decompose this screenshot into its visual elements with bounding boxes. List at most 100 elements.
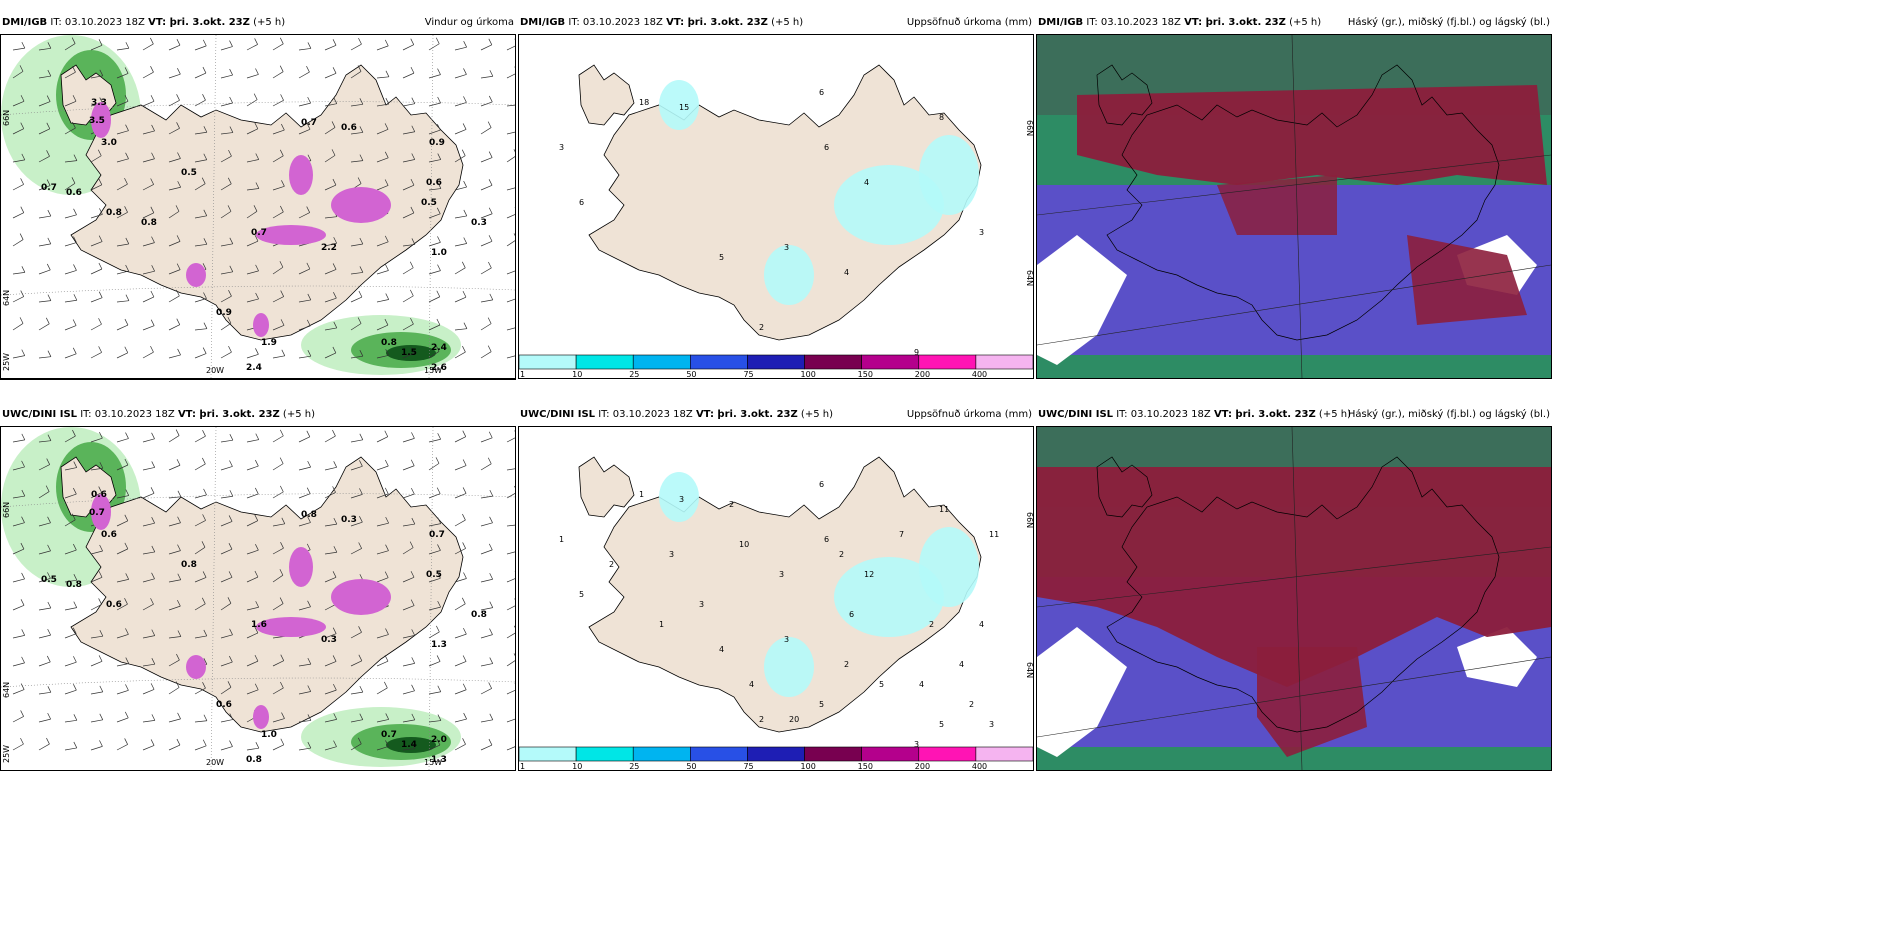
- wind-barb-flag: [97, 149, 102, 156]
- wind-barb: [64, 183, 76, 191]
- wind-barb: [324, 127, 336, 135]
- wind-barb: [350, 465, 363, 471]
- wind-barb: [480, 688, 492, 695]
- precip-value-label: 0.5: [181, 168, 197, 178]
- wind-barb-flag: [20, 178, 24, 185]
- wind-barb-flag: [47, 686, 52, 693]
- precip-value-label: 0.8: [66, 580, 82, 590]
- wind-barb: [246, 439, 259, 443]
- wind-barb: [272, 325, 285, 331]
- precip-value-label: 1.4: [401, 740, 417, 750]
- precip-value-label: 4: [844, 268, 849, 277]
- lead-label: (+5 h): [1289, 17, 1322, 28]
- wind-barb: [454, 548, 466, 555]
- wind-barb: [220, 634, 233, 639]
- valid-label: VT: þri. 3.okt. 23Z: [1213, 409, 1316, 420]
- wind-barb-flag: [72, 627, 77, 634]
- wind-barb: [428, 188, 441, 191]
- wind-barb: [12, 635, 25, 639]
- precip-value-label: 1: [659, 620, 664, 629]
- wind-barb-flag: [410, 66, 415, 74]
- wind-barb-flag: [203, 629, 208, 637]
- wind-barb-flag: [176, 263, 181, 270]
- wind-barb: [116, 495, 129, 499]
- wind-barb: [12, 296, 24, 303]
- wind-barb-flag: [125, 573, 130, 580]
- wind-barb-flag: [384, 123, 389, 130]
- wind-barb: [246, 298, 259, 303]
- wind-barb-flag: [177, 544, 181, 551]
- wind-barb-flag: [254, 514, 259, 521]
- wind-barb: [402, 635, 415, 639]
- wind-barb: [38, 185, 51, 191]
- wind-barb-flag: [488, 543, 493, 551]
- wind-barb: [272, 129, 285, 135]
- wind-barb-flag: [21, 460, 25, 468]
- wind-barb-flag: [20, 710, 24, 717]
- wind-barb-flag: [255, 348, 259, 355]
- wind-barb: [480, 127, 492, 135]
- wind-barb-flag: [307, 685, 312, 692]
- wind-barb-flag: [254, 626, 259, 634]
- precip-value-label: 6: [824, 535, 829, 544]
- wind-barb-flag: [357, 737, 362, 744]
- wind-barb: [506, 298, 515, 303]
- colorbar-segment: [575, 746, 634, 762]
- wind-barb-flag: [487, 317, 492, 324]
- wind-barb: [194, 520, 206, 527]
- precip-value-label: 2: [839, 550, 844, 559]
- wind-barb: [12, 716, 24, 723]
- wind-barb: [402, 212, 415, 219]
- wind-barb-flag: [20, 737, 24, 745]
- wind-barb-flag: [124, 514, 129, 521]
- wind-barb-flag: [307, 516, 311, 523]
- wind-barb: [168, 354, 181, 359]
- wind-barb-flag: [410, 346, 415, 354]
- wind-barb: [480, 578, 493, 583]
- wind-barb-flag: [410, 178, 415, 186]
- wind-barb-flag: [385, 516, 389, 524]
- wind-barb-flag: [332, 67, 337, 74]
- wind-barb-flag: [151, 658, 156, 665]
- wind-barb-flag: [151, 236, 155, 243]
- wind-barb: [454, 328, 467, 331]
- wind-barb-flag: [411, 684, 415, 691]
- precip-value-label: 4: [919, 680, 924, 689]
- precip-value-label: 1.6: [251, 620, 267, 630]
- precip-value-label: 0.5: [426, 570, 442, 580]
- wind-barb-flag: [21, 489, 26, 497]
- wind-barb: [506, 187, 515, 191]
- wind-barb-flag: [489, 70, 494, 77]
- wind-barb: [350, 548, 362, 555]
- wind-barb-flag: [279, 149, 284, 156]
- wind-barbs: [12, 429, 515, 751]
- precip-value-label: 0.9: [216, 308, 232, 318]
- wind-barb-flag: [203, 153, 208, 160]
- wind-barb-flag: [47, 712, 51, 720]
- wind-barb: [38, 691, 51, 695]
- wind-barb-flag: [202, 682, 206, 689]
- precip-value-label: 2.4: [431, 343, 447, 353]
- wind-barb-flag: [306, 65, 310, 73]
- wind-barb: [454, 74, 467, 79]
- wind-barb: [168, 158, 181, 163]
- wind-barb: [272, 718, 285, 723]
- wind-barb-flag: [177, 573, 182, 580]
- wind-barb-flag: [280, 654, 285, 661]
- wind-barb: [220, 439, 233, 443]
- wind-barb: [220, 746, 233, 751]
- wind-barb: [246, 188, 259, 191]
- precip-value-label: 0.8: [471, 610, 487, 620]
- wind-barb-flag: [359, 433, 364, 440]
- accum-precip-map: 1136611123422354107633245112354122052342…: [519, 427, 1033, 770]
- wind-barb: [428, 463, 440, 471]
- wind-barb: [324, 689, 337, 695]
- colorbar-segment: [918, 354, 977, 370]
- wind-barb-flag: [176, 94, 180, 101]
- wind-barb: [376, 493, 389, 499]
- latitude-line: [1037, 656, 1551, 738]
- wind-barb: [324, 523, 337, 527]
- model-label: DMI/IGB: [1038, 17, 1084, 28]
- wind-barb-flag: [177, 630, 182, 637]
- wind-barb: [402, 719, 415, 723]
